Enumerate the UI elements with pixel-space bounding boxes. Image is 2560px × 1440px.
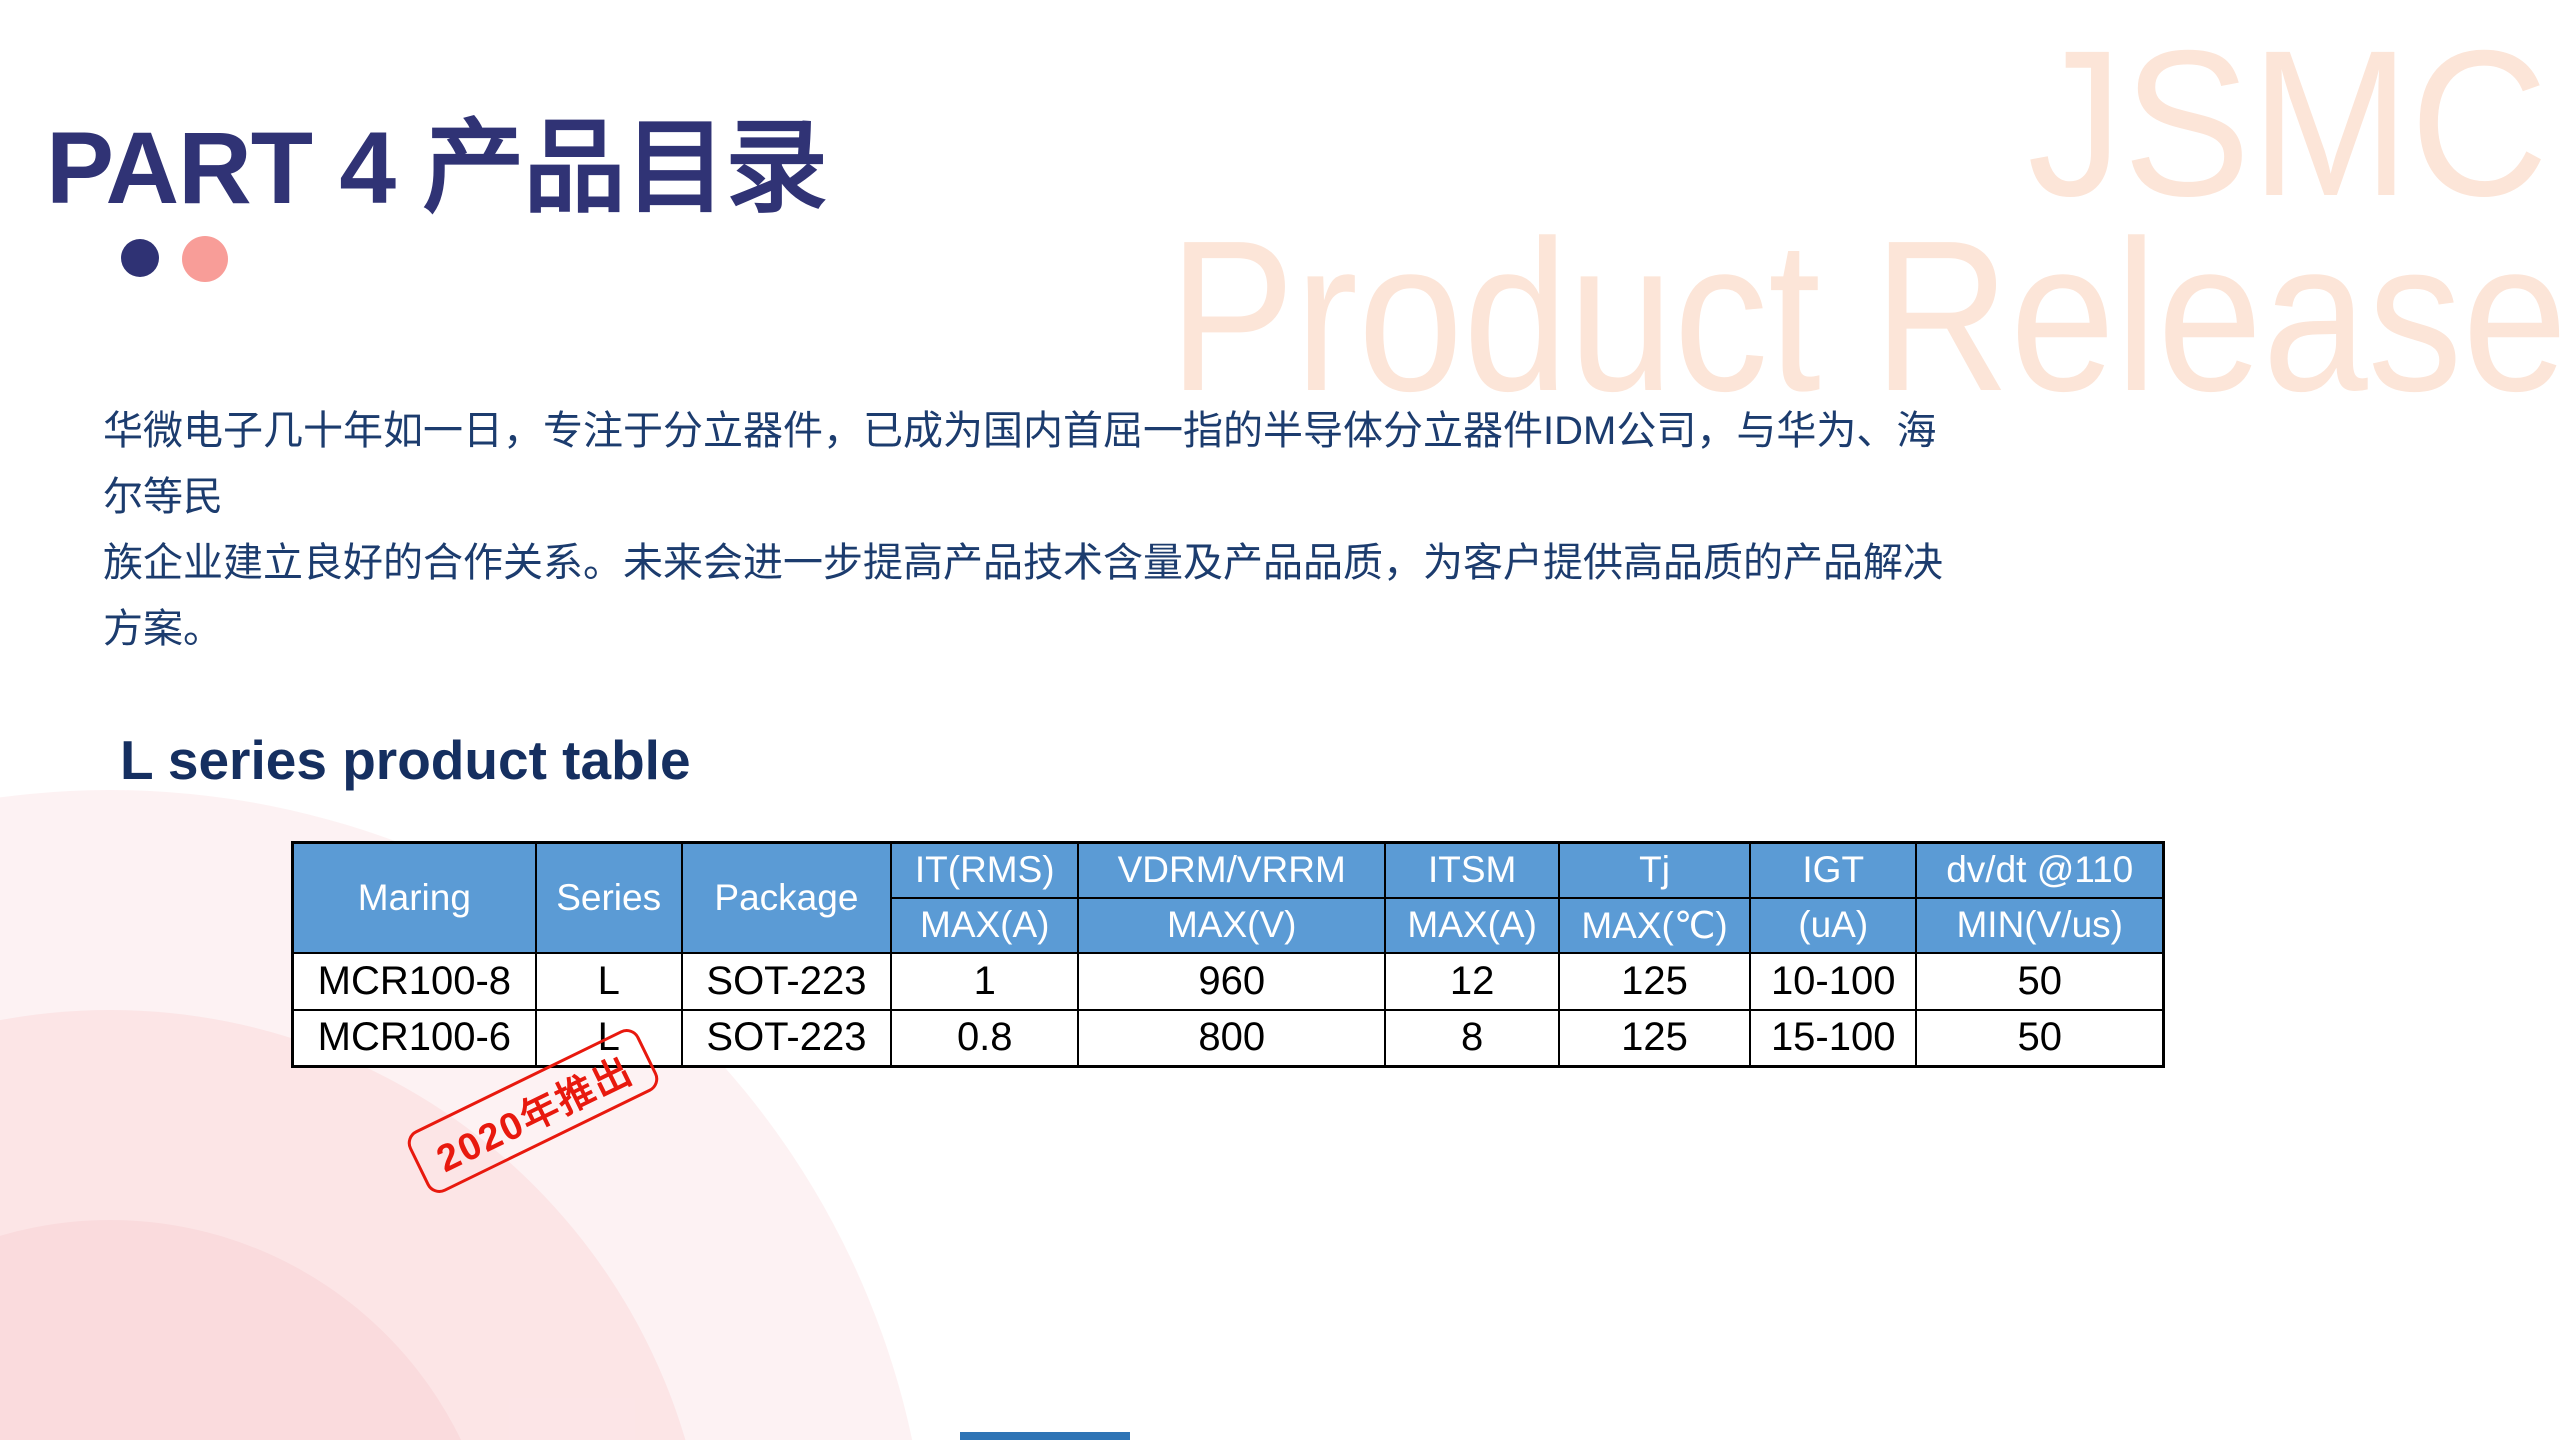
table-row-mcr100-8: MCR100-8 L SOT-223 1 960 12 125 10-100 5… [291, 951, 2165, 1011]
table-cell: MCR100-6 [291, 1008, 537, 1068]
table-cell: SOT-223 [680, 951, 893, 1011]
table-cell: L [534, 1008, 683, 1068]
col-subheader-itsm: MAX(A) [1384, 896, 1561, 954]
watermark-jsmc: JSMC [2027, 8, 2548, 240]
table-row-mcr100-6: MCR100-6 L SOT-223 0.8 800 8 125 15-100 … [291, 1008, 2165, 1068]
col-header-tj: Tj [1558, 841, 1751, 899]
col-header-package: Package [680, 841, 893, 954]
table-cell: 50 [1915, 951, 2165, 1011]
table-cell: 800 [1077, 1008, 1387, 1068]
table-cell: 125 [1558, 951, 1751, 1011]
title-accent-dot-navy [121, 239, 159, 277]
col-header-itrms: IT(RMS) [890, 841, 1080, 899]
table-cell: 15-100 [1748, 1008, 1918, 1068]
table-cell: 0.8 [890, 1008, 1080, 1068]
col-header-series: Series [534, 841, 683, 954]
intro-paragraph-line-1: 华微电子几十年如一日，专注于分立器件，已成为国内首屈一指的半导体分立器件IDM公… [103, 409, 1937, 519]
product-table-container: Maring Series Package IT(RMS) VDRM/VRRM … [291, 841, 2165, 1068]
table-cell: L [534, 951, 683, 1011]
table-cell: 12 [1384, 951, 1561, 1011]
col-subheader-igt: (uA) [1748, 896, 1918, 954]
title-accent-dot-pink [182, 236, 228, 282]
product-table: Maring Series Package IT(RMS) VDRM/VRRM … [291, 841, 2165, 1068]
page-title: PART 4 产品目录 [46, 111, 827, 225]
table-cell: 50 [1915, 1008, 2165, 1068]
col-subheader-itrms: MAX(A) [890, 896, 1080, 954]
table-cell: 8 [1384, 1008, 1561, 1068]
section-heading: L series product table [120, 729, 691, 791]
col-header-itsm: ITSM [1384, 841, 1561, 899]
watermark-product-release: Product Release [1169, 195, 2560, 436]
col-subheader-dvdt: MIN(V/us) [1915, 896, 2165, 954]
table-cell: 125 [1558, 1008, 1751, 1068]
col-subheader-vdrm: MAX(V) [1077, 896, 1387, 954]
table-cell: 10-100 [1748, 951, 1918, 1011]
col-header-igt: IGT [1748, 841, 1918, 899]
col-subheader-tj: MAX(℃) [1558, 896, 1751, 954]
intro-paragraph: 华微电子几十年如一日，专注于分立器件，已成为国内首屈一指的半导体分立器件IDM公… [103, 398, 1953, 662]
col-header-dvdt: dv/dt @110 [1915, 841, 2165, 899]
table-cell: SOT-223 [680, 1008, 893, 1068]
table-cell: 960 [1077, 951, 1387, 1011]
col-header-maring: Maring [291, 841, 537, 954]
bottom-edge-blue-bar [960, 1432, 1130, 1440]
col-header-vdrm: VDRM/VRRM [1077, 841, 1387, 899]
intro-paragraph-line-2: 族企业建立良好的合作关系。未来会进一步提高产品技术含量及产品品质，为客户提供高品… [103, 541, 1943, 651]
table-cell: MCR100-8 [291, 951, 537, 1011]
table-cell: 1 [890, 951, 1080, 1011]
